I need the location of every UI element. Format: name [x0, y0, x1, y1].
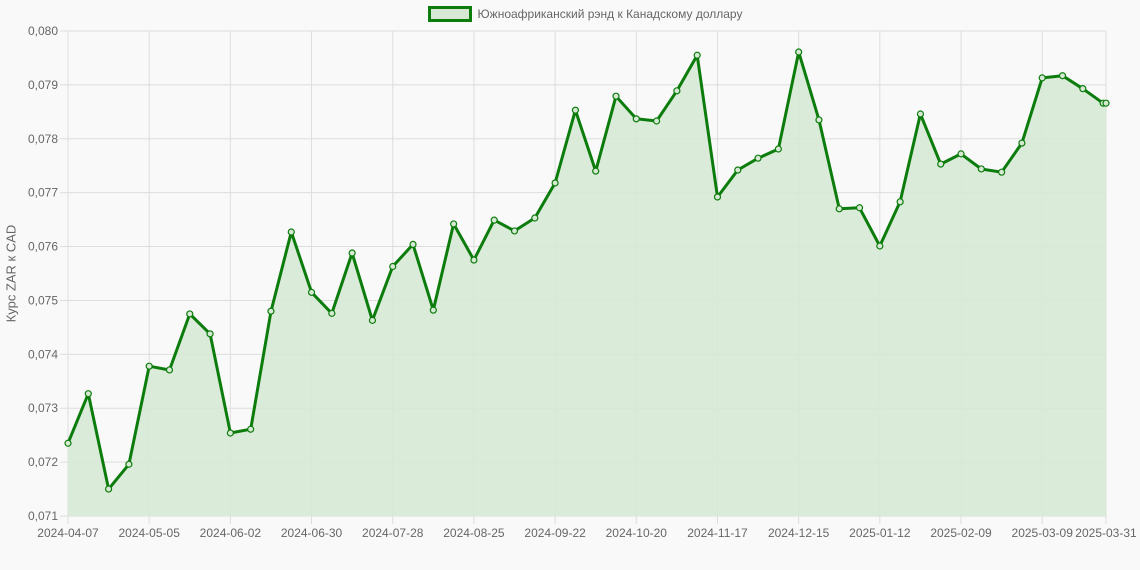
- data-point[interactable]: [368, 316, 377, 324]
- data-points: [64, 48, 1110, 493]
- data-point[interactable]: [165, 366, 174, 374]
- data-point[interactable]: [531, 214, 539, 222]
- data-point[interactable]: [713, 193, 722, 201]
- y-tick-label: 0,072: [28, 455, 58, 469]
- x-tick-label: 2024-04-07: [37, 526, 99, 540]
- data-point[interactable]: [267, 307, 275, 315]
- x-tick-label: 2024-08-25: [443, 526, 505, 540]
- data-point[interactable]: [774, 145, 782, 153]
- data-point[interactable]: [998, 168, 1006, 176]
- y-tick-label: 0,078: [28, 132, 58, 146]
- data-point[interactable]: [693, 51, 701, 59]
- series-area-fill: [68, 52, 1106, 516]
- data-point[interactable]: [1058, 72, 1067, 80]
- data-point[interactable]: [734, 166, 742, 174]
- legend-swatch: [427, 6, 472, 22]
- x-tick-label: 2024-06-30: [281, 526, 343, 540]
- data-point[interactable]: [795, 48, 803, 56]
- y-tick-label: 0,077: [28, 186, 58, 200]
- data-point[interactable]: [835, 205, 843, 213]
- data-point[interactable]: [186, 310, 194, 318]
- data-point[interactable]: [612, 92, 620, 100]
- data-point[interactable]: [104, 485, 113, 493]
- data-point[interactable]: [348, 249, 356, 257]
- data-point[interactable]: [916, 110, 925, 118]
- data-point[interactable]: [592, 167, 600, 175]
- chart-legend: Южноафриканский рэнд к Канадскому доллар…: [0, 6, 1140, 25]
- y-tick-label: 0,071: [28, 509, 58, 523]
- data-point[interactable]: [64, 439, 72, 447]
- data-point[interactable]: [977, 165, 985, 173]
- data-point[interactable]: [632, 115, 640, 123]
- data-point[interactable]: [652, 117, 661, 125]
- data-point[interactable]: [1079, 85, 1087, 93]
- data-point[interactable]: [307, 288, 316, 296]
- data-point[interactable]: [1102, 99, 1110, 107]
- data-point[interactable]: [896, 198, 904, 206]
- x-tick-label: 2024-11-17: [687, 526, 748, 540]
- data-point[interactable]: [855, 204, 864, 212]
- data-point[interactable]: [551, 179, 559, 187]
- x-axis-ticks: 2024-04-07 2024-05-05 2024-06-02 2024-06-30…: [37, 526, 1137, 540]
- legend-item[interactable]: Южноафриканский рэнд к Канадскому доллар…: [427, 6, 743, 22]
- x-tick-label: 2025-03-09: [1012, 526, 1074, 540]
- x-tick-label: 2024-06-02: [200, 526, 262, 540]
- data-point[interactable]: [754, 154, 762, 162]
- data-point[interactable]: [409, 240, 417, 248]
- data-point[interactable]: [145, 362, 153, 370]
- data-point[interactable]: [429, 306, 437, 314]
- data-point[interactable]: [1018, 139, 1026, 147]
- data-point[interactable]: [510, 227, 519, 235]
- x-tick-label: 2024-07-28: [362, 526, 424, 540]
- x-tick-label: 2025-03-31: [1075, 526, 1137, 540]
- y-tick-label: 0,074: [28, 347, 58, 361]
- data-point[interactable]: [490, 216, 498, 224]
- data-point[interactable]: [470, 256, 478, 264]
- data-point[interactable]: [287, 228, 295, 236]
- x-tick-label: 2025-02-09: [930, 526, 992, 540]
- y-tick-label: 0,075: [28, 293, 58, 307]
- data-point[interactable]: [957, 150, 965, 158]
- x-tick-label: 2025-01-12: [849, 526, 911, 540]
- data-point[interactable]: [673, 87, 681, 95]
- x-tick-label: 2024-05-05: [118, 526, 180, 540]
- data-point[interactable]: [206, 330, 214, 338]
- data-point[interactable]: [84, 390, 92, 398]
- y-axis-ticks: 0,071 0,072 0,073 0,074 0,075 0,076 0,077 0,078…: [28, 24, 58, 523]
- data-point[interactable]: [937, 160, 945, 168]
- y-tick-label: 0,076: [28, 240, 58, 254]
- data-point[interactable]: [876, 242, 884, 250]
- data-point[interactable]: [226, 429, 234, 437]
- data-point[interactable]: [247, 425, 255, 433]
- x-tick-label: 2024-12-15: [768, 526, 830, 540]
- data-point[interactable]: [125, 460, 133, 468]
- y-tick-label: 0,073: [28, 401, 58, 415]
- x-tick-label: 2024-10-20: [606, 526, 668, 540]
- data-point[interactable]: [571, 106, 580, 114]
- data-point[interactable]: [1038, 74, 1046, 82]
- legend-label: Южноафриканский рэнд к Канадскому доллар…: [477, 7, 743, 21]
- y-tick-label: 0,080: [28, 24, 58, 38]
- data-point[interactable]: [815, 116, 823, 124]
- x-tick-label: 2024-09-22: [524, 526, 586, 540]
- data-point[interactable]: [450, 220, 458, 228]
- data-point[interactable]: [328, 309, 336, 317]
- y-tick-label: 0,079: [28, 78, 58, 92]
- data-point[interactable]: [389, 262, 397, 271]
